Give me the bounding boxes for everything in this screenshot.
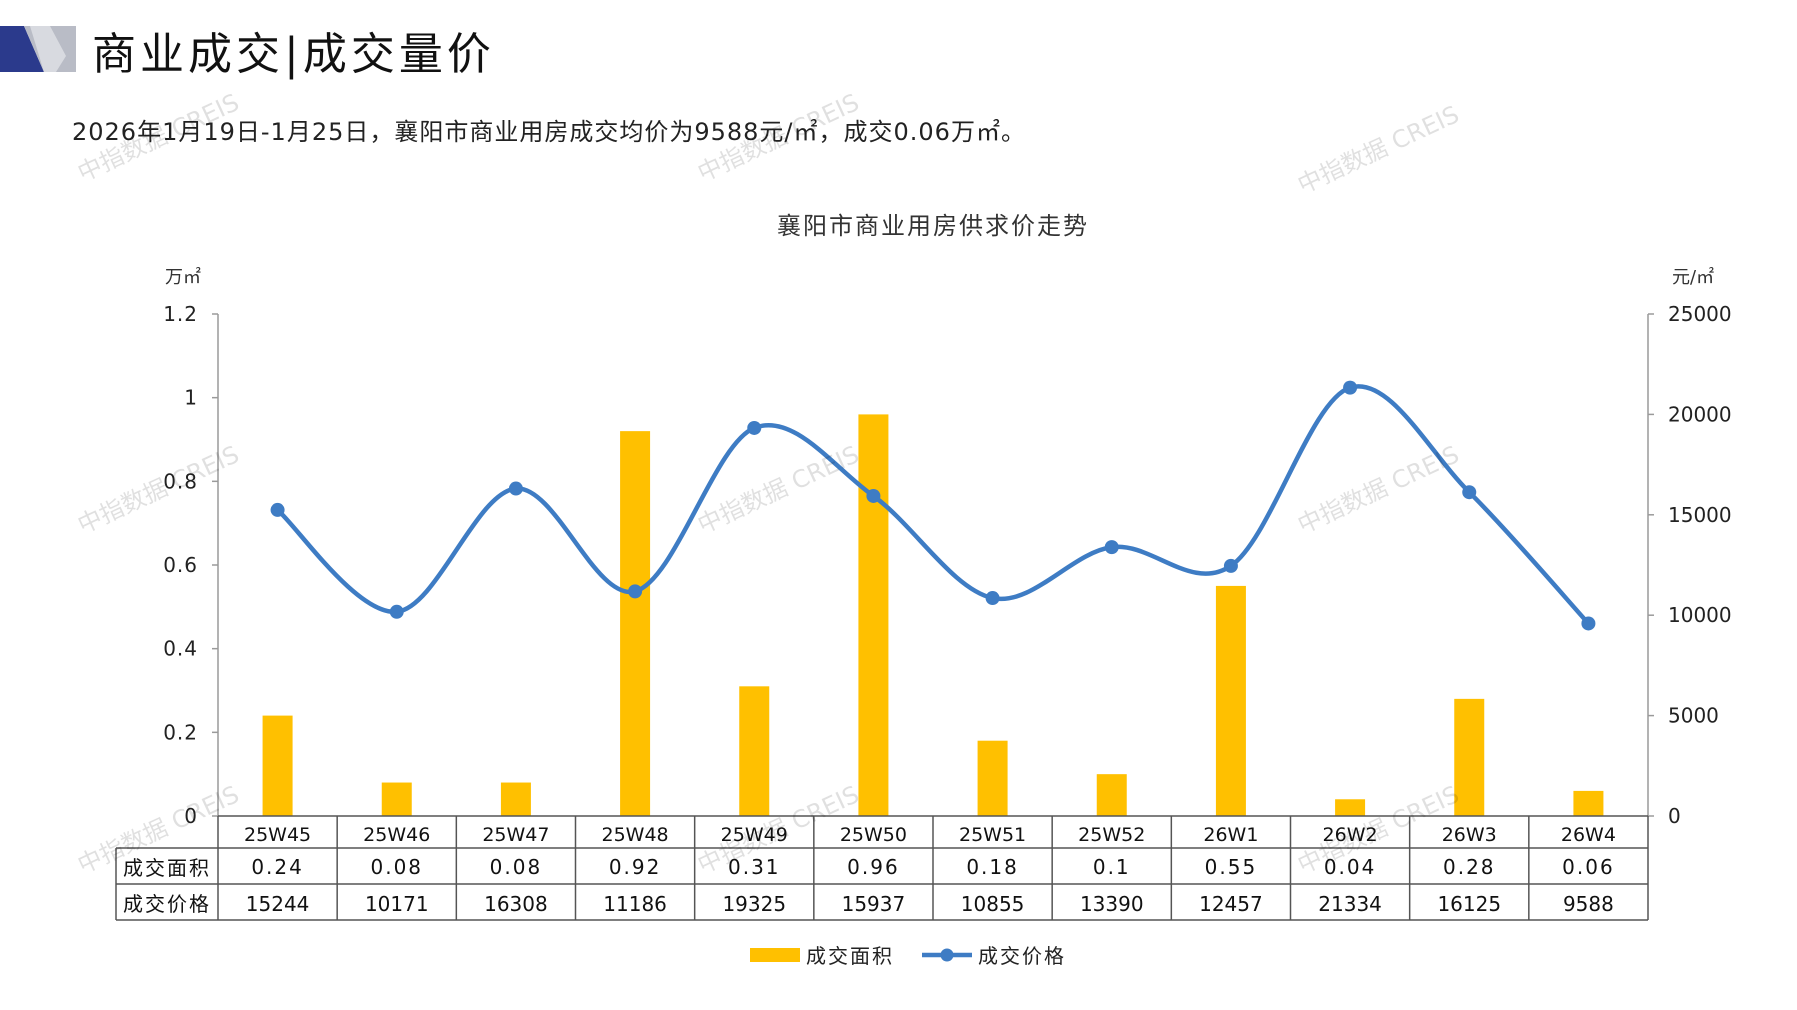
table-area-value: 0.18 — [966, 855, 1019, 879]
price-point-25W52 — [1104, 540, 1119, 555]
table-price-value: 9588 — [1563, 892, 1614, 916]
price-point-25W48 — [628, 584, 643, 599]
price-point-25W51 — [985, 591, 1000, 606]
right-tick-label: 20000 — [1668, 402, 1732, 426]
chart-title: 襄阳市商业用房供求价走势 — [777, 212, 1089, 240]
price-point-26W1 — [1223, 558, 1238, 573]
right-axis-unit: 元/㎡ — [1672, 266, 1714, 288]
legend-line-marker — [940, 948, 954, 962]
bar-26W1 — [1215, 585, 1246, 816]
table-price-value: 10171 — [365, 892, 429, 916]
right-tick-label: 0 — [1668, 804, 1681, 828]
table-row-header-price: 成交价格 — [123, 892, 211, 916]
table-category-26W3: 26W3 — [1442, 824, 1497, 846]
table-area-value: 0.08 — [490, 855, 543, 879]
table-area-value: 0.08 — [370, 855, 423, 879]
price-line — [275, 384, 1591, 626]
price-point-25W47 — [508, 481, 523, 496]
left-tick-label: 0.6 — [163, 553, 198, 577]
table-area-value: 0.96 — [847, 855, 900, 879]
table-row-header-area: 成交面积 — [123, 856, 211, 880]
bar-25W45 — [262, 715, 293, 816]
table-area-value: 0.24 — [251, 855, 304, 879]
bar-25W50 — [858, 414, 889, 816]
table-category-26W1: 26W1 — [1203, 824, 1258, 846]
bar-26W3 — [1454, 698, 1485, 816]
table-price-value: 21334 — [1318, 892, 1382, 916]
price-point-26W2 — [1343, 380, 1358, 395]
table-category-25W49: 25W49 — [721, 824, 788, 846]
left-tick-label: 0.4 — [163, 637, 198, 661]
table-price-value: 10855 — [961, 892, 1025, 916]
table-category-25W52: 25W52 — [1078, 824, 1145, 846]
table-price-value: 13390 — [1080, 892, 1144, 916]
table-category-25W47: 25W47 — [482, 824, 549, 846]
price-point-25W45 — [270, 502, 285, 517]
right-tick-label: 15000 — [1668, 503, 1732, 527]
legend-bar-label: 成交面积 — [806, 944, 894, 968]
table-price-value: 12457 — [1199, 892, 1263, 916]
page-title: 商业成交|成交量价 — [92, 29, 495, 80]
bar-25W46 — [381, 782, 412, 816]
legend-line-label: 成交价格 — [978, 944, 1066, 968]
bar-25W48 — [620, 431, 651, 816]
bar-26W2 — [1335, 799, 1366, 816]
table-price-value: 16125 — [1437, 892, 1501, 916]
table-price-value: 11186 — [603, 892, 667, 916]
table-category-25W46: 25W46 — [363, 824, 430, 846]
table-price-value: 19325 — [722, 892, 786, 916]
table-price-value: 15937 — [842, 892, 906, 916]
right-tick-label: 25000 — [1668, 302, 1732, 326]
legend-bar-swatch — [750, 948, 800, 962]
bar-25W52 — [1096, 774, 1127, 816]
right-tick-label: 5000 — [1668, 704, 1719, 728]
right-tick-label: 10000 — [1668, 603, 1732, 627]
table-area-value: 0.31 — [728, 855, 781, 879]
bar-25W49 — [739, 686, 770, 816]
left-tick-label: 0.2 — [163, 720, 198, 744]
table-area-value: 0.28 — [1443, 855, 1496, 879]
left-tick-label: 0 — [184, 804, 198, 828]
summary-text: 2026年1月19日-1月25日，襄阳市商业用房成交均价为9588元/㎡，成交0… — [72, 118, 1026, 146]
bar-25W47 — [500, 782, 531, 816]
bar-25W51 — [977, 740, 1008, 816]
price-point-26W4 — [1581, 616, 1596, 631]
table-area-value: 0.55 — [1205, 855, 1258, 879]
table-area-value: 0.1 — [1093, 855, 1131, 879]
price-point-26W3 — [1462, 485, 1477, 500]
table-category-26W2: 26W2 — [1323, 824, 1378, 846]
left-axis-unit: 万㎡ — [165, 266, 201, 288]
table-category-26W4: 26W4 — [1561, 824, 1616, 846]
table-area-value: 0.92 — [609, 855, 662, 879]
left-tick-label: 0.8 — [163, 469, 198, 493]
price-point-25W50 — [866, 488, 881, 503]
table-category-25W48: 25W48 — [602, 824, 669, 846]
table-area-value: 0.04 — [1324, 855, 1377, 879]
table-category-25W50: 25W50 — [840, 824, 907, 846]
price-point-25W49 — [747, 420, 762, 435]
table-price-value: 15244 — [246, 892, 310, 916]
table-category-25W45: 25W45 — [244, 824, 311, 846]
brand-logo-icon — [0, 26, 76, 72]
price-point-25W46 — [389, 604, 404, 619]
left-tick-label: 1.2 — [163, 302, 198, 326]
table-area-value: 0.06 — [1562, 855, 1615, 879]
table-category-25W51: 25W51 — [959, 824, 1026, 846]
left-tick-label: 1 — [184, 386, 198, 410]
table-price-value: 16308 — [484, 892, 548, 916]
bar-26W4 — [1573, 790, 1604, 816]
